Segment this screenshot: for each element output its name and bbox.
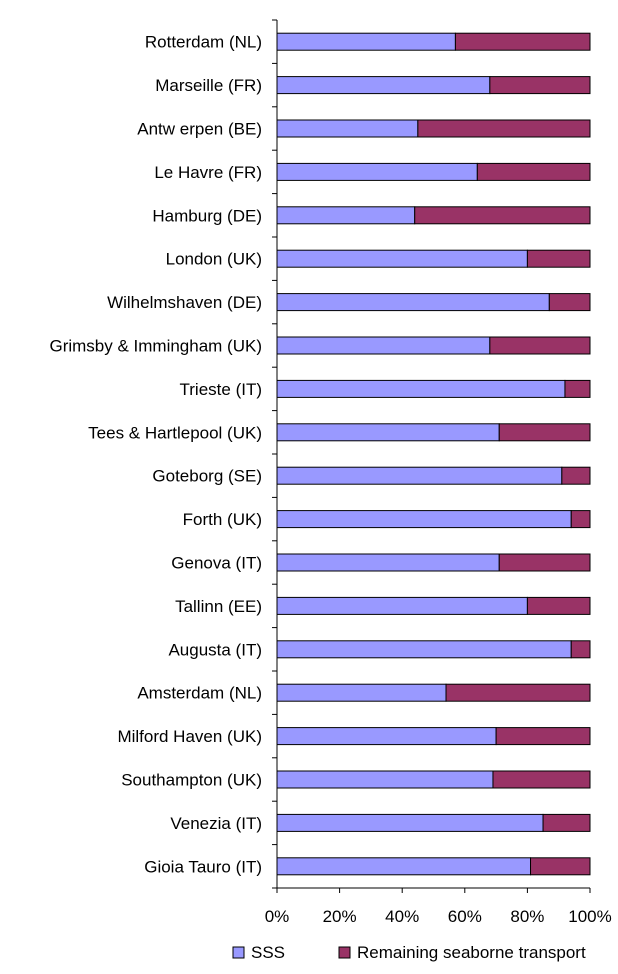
category-label: Augusta (IT) [168,640,262,659]
bar-sss-16 [276,727,497,746]
category-label: Tees & Hartlepool (UK) [88,423,262,442]
bar-sss-4 [276,206,416,225]
x-axis-ticks: 0% 20% 40% 60% 80% 100% [265,888,612,926]
bar-remaining-14 [570,640,591,659]
category-label: Venezia (IT) [170,814,262,833]
category-label: Le Havre (FR) [154,163,262,182]
legend-swatch-remaining [338,946,351,959]
bar-sss-6 [276,293,550,312]
bar-remaining-17 [492,770,591,789]
x-tick-label: 20% [323,907,357,926]
bar-remaining-4 [414,206,591,225]
x-tick-label: 40% [385,907,419,926]
category-label: Marseille (FR) [155,76,262,95]
bar-sss-8 [276,379,566,398]
category-label: Milford Haven (UK) [117,727,262,746]
category-label: Goteborg (SE) [152,467,262,486]
category-label: Grimsby & Immingham (UK) [49,337,262,356]
bar-sss-19 [276,857,532,876]
bar-sss-13 [276,596,528,615]
legend-label-sss: SSS [251,943,285,962]
x-tick-label: 0% [265,907,290,926]
bar-sss-1 [276,76,491,95]
bar-sss-2 [276,119,419,138]
category-label: Southampton (UK) [121,771,262,790]
bar-remaining-10 [561,466,591,485]
bar-remaining-12 [498,553,591,572]
bar-remaining-2 [417,119,591,138]
category-label: Wilhelmshaven (DE) [107,293,262,312]
category-label: Amsterdam (NL) [137,684,262,703]
category-label: Hamburg (DE) [152,206,262,225]
category-label: London (UK) [166,250,262,269]
bar-remaining-19 [530,857,591,876]
x-tick-label: 100% [568,907,611,926]
bar-remaining-13 [526,596,591,615]
bar-remaining-18 [542,813,591,832]
bar-remaining-3 [476,162,591,181]
bars-group [276,32,591,876]
bar-remaining-5 [526,249,591,268]
category-label: Rotterdam (NL) [145,33,262,52]
category-label: Genova (IT) [171,554,262,573]
bar-remaining-15 [445,683,591,702]
bar-sss-15 [276,683,447,702]
bar-remaining-16 [495,727,591,746]
category-label: Tallinn (EE) [175,597,262,616]
bar-remaining-6 [548,293,591,312]
legend-swatch-sss [232,946,245,959]
legend-label-remaining: Remaining seaborne transport [357,943,586,962]
bar-remaining-11 [570,510,591,529]
bar-sss-14 [276,640,572,659]
category-label: Antw erpen (BE) [137,120,262,139]
bar-remaining-9 [498,423,591,442]
x-tick-label: 80% [510,907,544,926]
bar-remaining-0 [454,32,591,51]
bar-sss-17 [276,770,494,789]
bar-sss-0 [276,32,456,51]
category-label: Gioia Tauro (IT) [144,857,262,876]
bar-sss-9 [276,423,500,442]
bar-remaining-8 [564,379,591,398]
category-label: Trieste (IT) [180,380,262,399]
bar-sss-10 [276,466,563,485]
x-tick-label: 60% [448,907,482,926]
bar-sss-12 [276,553,500,572]
bar-remaining-7 [489,336,591,355]
category-labels: Rotterdam (NL) Marseille (FR) Antw erpen (… [49,19,277,889]
bar-sss-5 [276,249,528,268]
bar-sss-3 [276,162,478,181]
bar-sss-11 [276,510,572,529]
bar-sss-18 [276,813,544,832]
category-label: Forth (UK) [183,510,262,529]
legend: SSS Remaining seaborne transport [232,943,586,962]
bar-remaining-1 [489,76,591,95]
bar-sss-7 [276,336,491,355]
